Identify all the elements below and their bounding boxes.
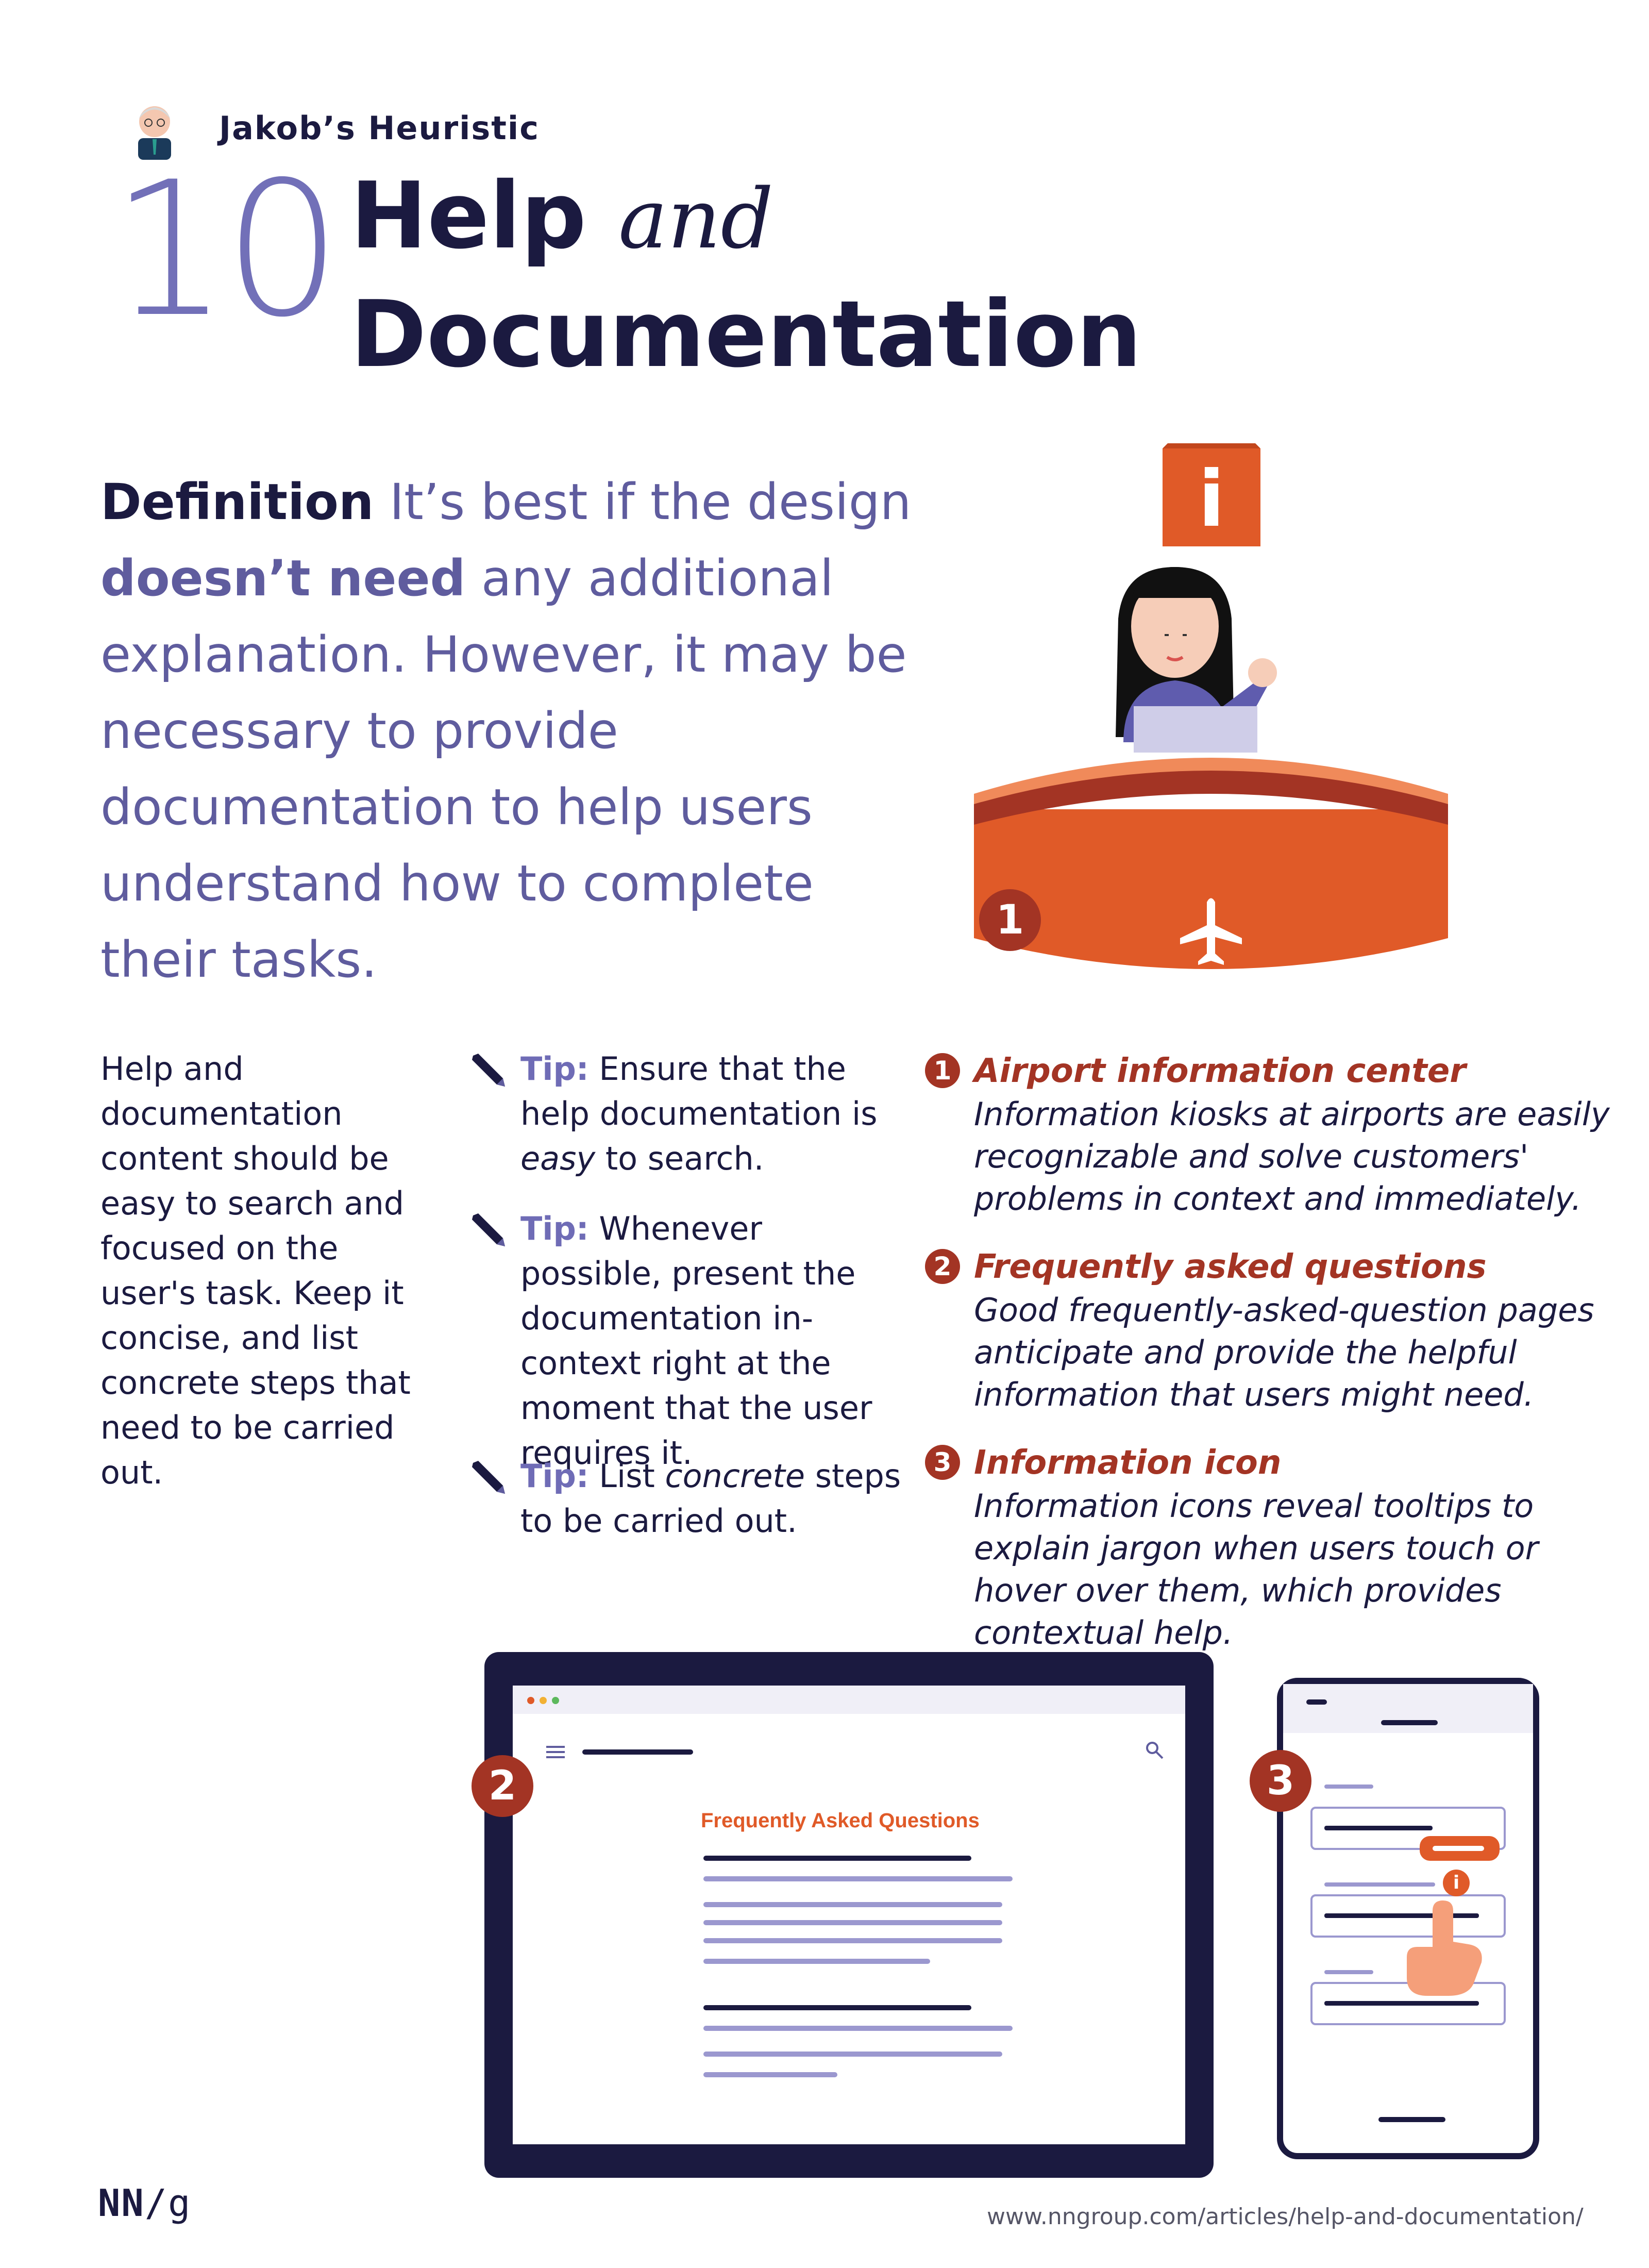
pen-icon — [472, 1461, 505, 1494]
menu-icon — [546, 1746, 565, 1758]
tip-1-text: Tip: Ensure that the help documentation … — [520, 1046, 912, 1181]
phone-screen — [1283, 1684, 1533, 2122]
definition-emphasis: doesn’t need — [100, 549, 466, 607]
title-and: and — [618, 171, 773, 267]
tip-3-text: Tip: List concrete steps to be carried o… — [520, 1454, 912, 1543]
faq-line — [703, 1959, 930, 1964]
example-1-badge: 1 — [925, 1053, 960, 1088]
tip-3: Tip: List concrete steps to be carried o… — [469, 1454, 912, 1543]
heuristic-kicker: Jakob’s Heuristic — [219, 109, 540, 147]
faq-tablet-illustration: Frequently Asked Questions — [484, 1652, 1214, 2178]
tip-2: Tip: Whenever possible, present the docu… — [469, 1206, 912, 1475]
example-2-title: Frequently asked questions — [974, 1248, 1487, 1286]
desk-badge: 1 — [979, 889, 1041, 951]
window-dot-yellow — [540, 1697, 547, 1704]
tip-1-label: Tip: — [520, 1050, 589, 1088]
definition-label: Definition — [100, 473, 374, 531]
example-3: 3 Information icon Information icons rev… — [925, 1441, 1610, 1654]
example-1: 1 Airport information center Information… — [925, 1049, 1610, 1220]
phone-badge: 3 — [1250, 1750, 1311, 1812]
faq-question-line — [703, 2005, 971, 2010]
example-3-desc: Information icons reveal tooltips to exp… — [974, 1487, 1539, 1652]
tip-3-post: steps to be carried out. — [520, 1457, 901, 1540]
example-2: 2 Frequently asked questions Good freque… — [925, 1245, 1610, 1416]
window-dot-red — [527, 1697, 534, 1704]
definition-text-1: It’s best if the design — [374, 473, 912, 531]
tip-1-post: to search. — [595, 1140, 764, 1177]
body-text: Help and documentation content should be… — [100, 1050, 411, 1491]
page-title-line-2: Documentation — [350, 281, 1142, 388]
faq-question-line — [703, 1856, 971, 1861]
definition-paragraph: Definition It’s best if the design doesn… — [100, 464, 935, 998]
browser-bar — [513, 1686, 1185, 1714]
example-3-badge: 3 — [925, 1445, 960, 1480]
tablet-screen: Frequently Asked Questions — [513, 1686, 1185, 2144]
search-icon — [1146, 1742, 1164, 1759]
example-3-title: Information icon — [974, 1444, 1282, 1482]
faq-line — [703, 2072, 837, 2077]
tip-2-text: Tip: Whenever possible, present the docu… — [520, 1206, 912, 1475]
faq-line — [703, 2052, 1002, 2057]
info-sign-icon: i — [1163, 443, 1260, 546]
info-icon: i — [1443, 1870, 1470, 1896]
title-help: Help — [350, 162, 587, 269]
faq-line — [703, 1920, 1002, 1925]
pen-icon — [472, 1054, 505, 1087]
nng-logo: NN/g — [98, 2181, 191, 2225]
info-sign-glyph: i — [1198, 455, 1224, 544]
jakob-avatar-icon — [138, 106, 171, 160]
example-1-title: Airport information center — [974, 1052, 1466, 1090]
tip-2-pre: Whenever possible, present the documenta… — [520, 1210, 872, 1472]
tip-1-pre: Ensure that the help documentation is — [520, 1050, 878, 1132]
logo-g: /g — [144, 2181, 192, 2225]
faq-line — [703, 1902, 1002, 1907]
definition-text-2: any additional explanation. However, it … — [100, 549, 907, 989]
info-icon-phone-illustration: i — [1277, 1678, 1539, 2159]
example-1-desc: Information kiosks at airports are easil… — [974, 1095, 1610, 1218]
heuristic-number: 10 — [111, 142, 342, 358]
tablet-badge: 2 — [472, 1755, 533, 1817]
logo-nn: NN — [98, 2181, 145, 2225]
tip-1: Tip: Ensure that the help documentation … — [469, 1046, 912, 1181]
tip-3-emphasis: concrete — [665, 1457, 805, 1495]
tip-2-label: Tip: — [520, 1210, 589, 1247]
faq-line — [703, 1938, 1002, 1943]
window-dot-green — [552, 1697, 559, 1704]
airplane-icon — [1180, 898, 1242, 965]
airport-info-desk-illustration: i — [974, 443, 1448, 969]
faq-line — [703, 2026, 1013, 2031]
pen-icon — [472, 1213, 505, 1246]
page-title-line-1: Help and — [350, 170, 773, 262]
tip-3-pre: List — [588, 1457, 665, 1495]
pointing-hand-icon — [1407, 1900, 1482, 1996]
tip-3-label: Tip: — [520, 1457, 589, 1495]
faq-line — [703, 1876, 1013, 1881]
tip-1-emphasis: easy — [520, 1140, 596, 1177]
footer-url: www.nngroup.com/articles/help-and-docume… — [987, 2204, 1584, 2230]
example-2-badge: 2 — [925, 1249, 960, 1284]
header-line — [582, 1749, 693, 1755]
faq-title: Frequently Asked Questions — [701, 1809, 980, 1832]
example-2-desc: Good frequently-asked-question pages ant… — [974, 1291, 1594, 1413]
